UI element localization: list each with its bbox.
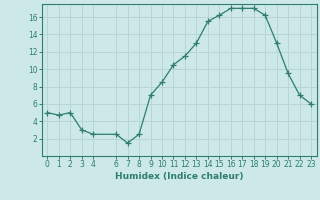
X-axis label: Humidex (Indice chaleur): Humidex (Indice chaleur) bbox=[115, 172, 244, 181]
